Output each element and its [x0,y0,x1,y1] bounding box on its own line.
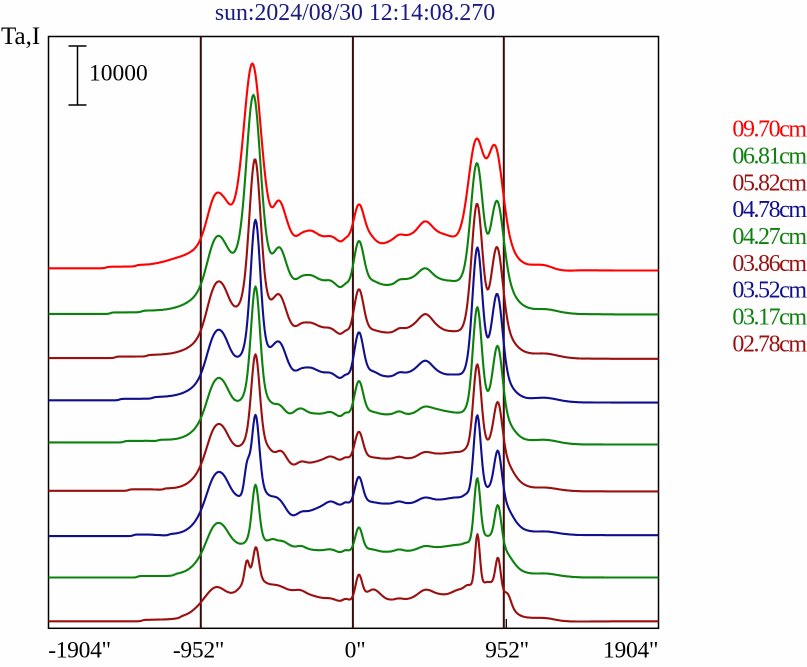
svg-text:sun:2024/08/30 12:14:08.270: sun:2024/08/30 12:14:08.270 [215,0,495,26]
svg-text:02.78cm: 02.78cm [732,331,807,357]
svg-text:-952": -952" [173,638,224,663]
svg-text:04.78cm: 04.78cm [732,197,807,223]
svg-text:952": 952" [485,638,529,663]
svg-text:Ta,I: Ta,I [1,23,40,50]
svg-text:03.86cm: 03.86cm [732,251,807,277]
svg-text:0": 0" [345,638,366,663]
svg-text:03.17cm: 03.17cm [732,305,807,331]
svg-text:1904": 1904" [603,638,658,663]
svg-text:10000: 10000 [89,61,148,87]
svg-text:04.27cm: 04.27cm [732,224,807,250]
svg-text:05.82cm: 05.82cm [732,170,807,196]
svg-text:06.81cm: 06.81cm [732,143,807,169]
svg-text:03.52cm: 03.52cm [732,278,807,304]
svg-text:-1904": -1904" [48,638,111,663]
svg-text:09.70cm: 09.70cm [732,117,807,143]
